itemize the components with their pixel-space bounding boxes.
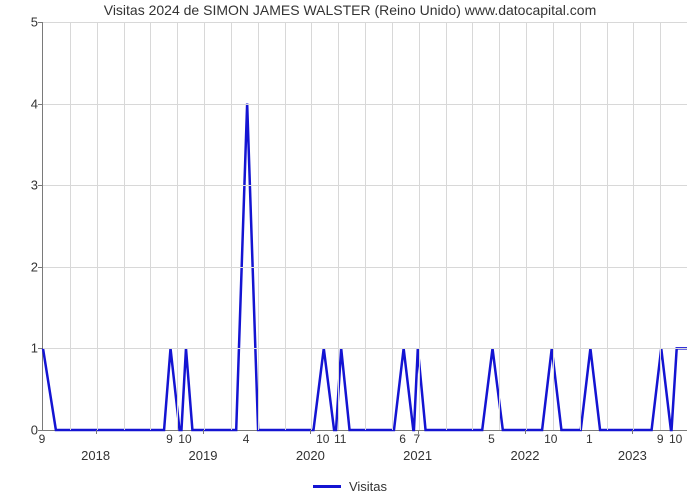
gridline-v (392, 22, 393, 430)
gridline-v (124, 22, 125, 430)
legend-swatch (313, 485, 341, 488)
y-tick-mark (38, 430, 42, 431)
x-point-label: 5 (488, 432, 495, 446)
y-tick-label: 1 (4, 341, 38, 356)
x-point-label: 9 (657, 432, 664, 446)
visits-line-chart: Visitas 2024 de SIMON JAMES WALSTER (Rei… (0, 0, 700, 500)
y-tick-mark (38, 22, 42, 23)
y-tick-mark (38, 185, 42, 186)
x-point-label: 6 (399, 432, 406, 446)
x-year-label: 2022 (511, 448, 540, 463)
y-tick-mark (38, 348, 42, 349)
gridline-v (446, 22, 447, 430)
gridline-v (285, 22, 286, 430)
legend-label: Visitas (349, 479, 387, 494)
gridline-v (499, 22, 500, 430)
y-tick-label: 3 (4, 178, 38, 193)
gridline-v (553, 22, 554, 430)
y-tick-label: 4 (4, 96, 38, 111)
x-tick-mark (96, 430, 97, 434)
gridline-v (258, 22, 259, 430)
x-point-label: 10 (178, 432, 191, 446)
gridline-v (580, 22, 581, 430)
x-year-label: 2021 (403, 448, 432, 463)
x-point-label: 7 (413, 432, 420, 446)
x-point-label: 10 (316, 432, 329, 446)
gridline-v (526, 22, 527, 430)
gridline-v (633, 22, 634, 430)
gridline-v (177, 22, 178, 430)
x-tick-mark (310, 430, 311, 434)
gridline-v (70, 22, 71, 430)
x-tick-mark (203, 430, 204, 434)
gridline-v (150, 22, 151, 430)
y-tick-label: 0 (4, 423, 38, 438)
gridline-v (97, 22, 98, 430)
gridline-v (338, 22, 339, 430)
y-tick-label: 2 (4, 259, 38, 274)
gridline-v (660, 22, 661, 430)
gridline-v (311, 22, 312, 430)
x-point-label: 9 (39, 432, 46, 446)
plot-area (42, 22, 687, 431)
gridline-v (365, 22, 366, 430)
y-tick-mark (38, 104, 42, 105)
x-year-label: 2019 (189, 448, 218, 463)
x-year-label: 2018 (81, 448, 110, 463)
legend: Visitas (0, 478, 700, 494)
x-tick-mark (632, 430, 633, 434)
gridline-v (204, 22, 205, 430)
x-year-label: 2020 (296, 448, 325, 463)
gridline-v (607, 22, 608, 430)
x-point-label: 9 (166, 432, 173, 446)
x-tick-mark (525, 430, 526, 434)
gridline-v (419, 22, 420, 430)
x-point-label: 11 (334, 432, 346, 446)
chart-title: Visitas 2024 de SIMON JAMES WALSTER (Rei… (0, 2, 700, 18)
y-tick-label: 5 (4, 15, 38, 30)
x-point-label: 1 (586, 432, 593, 446)
x-point-label: 10 (544, 432, 557, 446)
y-tick-mark (38, 267, 42, 268)
x-point-label: 10 (669, 432, 682, 446)
gridline-v (472, 22, 473, 430)
gridline-v (231, 22, 232, 430)
x-year-label: 2023 (618, 448, 647, 463)
x-point-label: 4 (243, 432, 250, 446)
